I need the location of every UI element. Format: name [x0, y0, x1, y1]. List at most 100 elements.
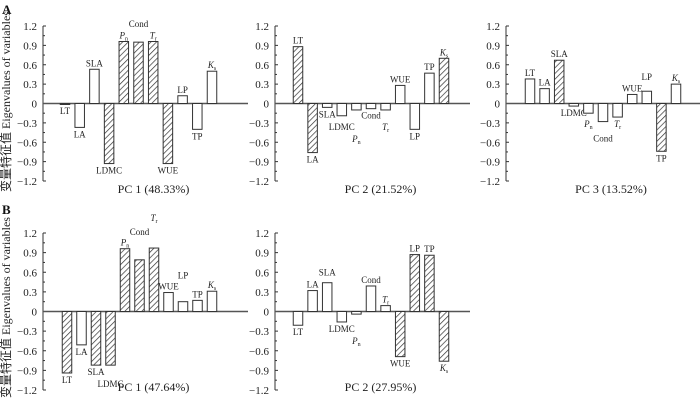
bar-label: Ks [671, 73, 681, 85]
bar-label: SLA [319, 109, 337, 119]
bar-tp [424, 72, 435, 105]
y-tick-label: −1.2 [249, 385, 269, 397]
bar-label: LA [74, 129, 86, 139]
bar-label: LA [307, 155, 319, 165]
y-tick-label: −1.2 [480, 176, 500, 188]
bar-la [307, 103, 318, 154]
bar-ldmc [103, 103, 115, 165]
bar-lt [59, 103, 71, 105]
bar-label: WUE [158, 166, 179, 176]
y-tick-label: 0 [495, 99, 501, 111]
bar-label: Cond [129, 19, 149, 29]
bar-label: Pn [120, 238, 130, 250]
y-tick-label: −0.3 [17, 326, 37, 338]
y-tick-label: −0.3 [249, 326, 269, 338]
bar-label: LDMC [329, 324, 355, 334]
bar-lp [409, 103, 421, 130]
y-tick-label: 0.6 [23, 60, 37, 72]
bar-label: WUE [390, 74, 411, 84]
y-tick-label: −0.9 [480, 157, 500, 169]
bar-ldmc [105, 311, 116, 366]
bar-ks [206, 70, 218, 105]
y-tick-label: −0.6 [480, 137, 500, 149]
bar-tr [380, 305, 391, 312]
y-tick-label: 0 [264, 307, 270, 319]
bar-pn [351, 103, 362, 111]
bar-tr [148, 247, 160, 313]
y-tick-label: 0.9 [255, 248, 269, 260]
bar-label: TP [656, 153, 667, 163]
bar-label: Tr [614, 119, 621, 131]
bar-tr [380, 103, 391, 111]
bar-label: LP [642, 72, 653, 82]
y-tick-label: −0.6 [249, 137, 269, 149]
y-tick-label: 0.9 [23, 248, 37, 260]
y-tick-label: −0.6 [17, 346, 37, 358]
bar-pn [119, 248, 131, 312]
bar-la [307, 290, 318, 313]
bar-label: Ks [207, 60, 217, 72]
bar-wue [394, 311, 406, 358]
bar-label: LDMC [329, 122, 355, 132]
bar-label: LDMC [561, 108, 587, 118]
bar-pn [118, 41, 130, 104]
bar-ks [438, 57, 450, 104]
bar-label: TP [424, 244, 435, 254]
chart-panel-2: 1.2 0.9 0.6 0.3 0 −0.3 −0.6 −0.9 −1.2 LT LA SLA LDMC… [249, 21, 470, 196]
y-tick-label: 1.2 [255, 228, 269, 240]
y-tick-label: 0.3 [23, 79, 37, 91]
bar-label: SLA [551, 49, 569, 59]
panel-title: PC 2 (21.52%) [345, 182, 417, 196]
bar-la [74, 103, 85, 128]
bar-pn [583, 103, 594, 114]
y-tick-label: 0.6 [486, 60, 500, 72]
panel-letter-b: B [2, 202, 11, 217]
bar-label: Cond [130, 227, 150, 237]
bar-sla [89, 68, 100, 105]
y-tick-label: 0.9 [23, 40, 37, 52]
bar-label: LP [177, 85, 188, 95]
bar-label: Cond [361, 275, 381, 285]
bar-cond [365, 285, 377, 312]
bar-lp [409, 254, 421, 312]
panel-title: PC 3 (13.52%) [575, 182, 647, 196]
y-tick-label: −0.9 [17, 365, 37, 377]
y-tick-label: 0.3 [486, 79, 500, 91]
bar-ldmc [568, 103, 580, 107]
y-tick-label: −0.3 [17, 118, 37, 130]
y-tick-label: 0 [32, 307, 38, 319]
bar-ldmc [336, 311, 348, 323]
y-tick-label: 0.3 [23, 287, 37, 299]
bar-label: Tr [382, 295, 389, 307]
bar-label: SLA [87, 367, 105, 377]
panel-title: PC 1 (48.33%) [118, 182, 190, 196]
y-tick-label: 0.3 [255, 79, 269, 91]
bar-label: LT [525, 68, 536, 78]
bar-label: LT [293, 327, 304, 337]
y-tick-label: 1.2 [23, 228, 37, 240]
bar-label: TP [192, 289, 203, 299]
bar-label: SLA [86, 58, 104, 68]
y-axis-label-b: 变量特征值 Eigenvalues of variables [0, 217, 13, 398]
bar-lp [177, 301, 189, 312]
bar-sla [321, 282, 333, 313]
bar-label: Pn [351, 134, 361, 146]
y-tick-label: −0.6 [249, 346, 269, 358]
bar-label: LDMC [96, 166, 122, 176]
y-tick-label: 1.2 [23, 21, 37, 33]
y-tick-label: 0.9 [255, 40, 269, 52]
bar-label: Tr [150, 213, 157, 225]
bar-tr [612, 103, 623, 118]
panel-letter-a: A [2, 2, 12, 17]
bar-label: Cond [361, 111, 381, 121]
bar-cond [597, 103, 609, 123]
bar-cond [133, 41, 144, 104]
bar-wue [163, 292, 174, 313]
y-tick-label: 0.3 [255, 287, 269, 299]
bar-ks [670, 83, 682, 104]
bar-label: Tr [150, 31, 157, 43]
bar-label: WUE [622, 83, 643, 93]
